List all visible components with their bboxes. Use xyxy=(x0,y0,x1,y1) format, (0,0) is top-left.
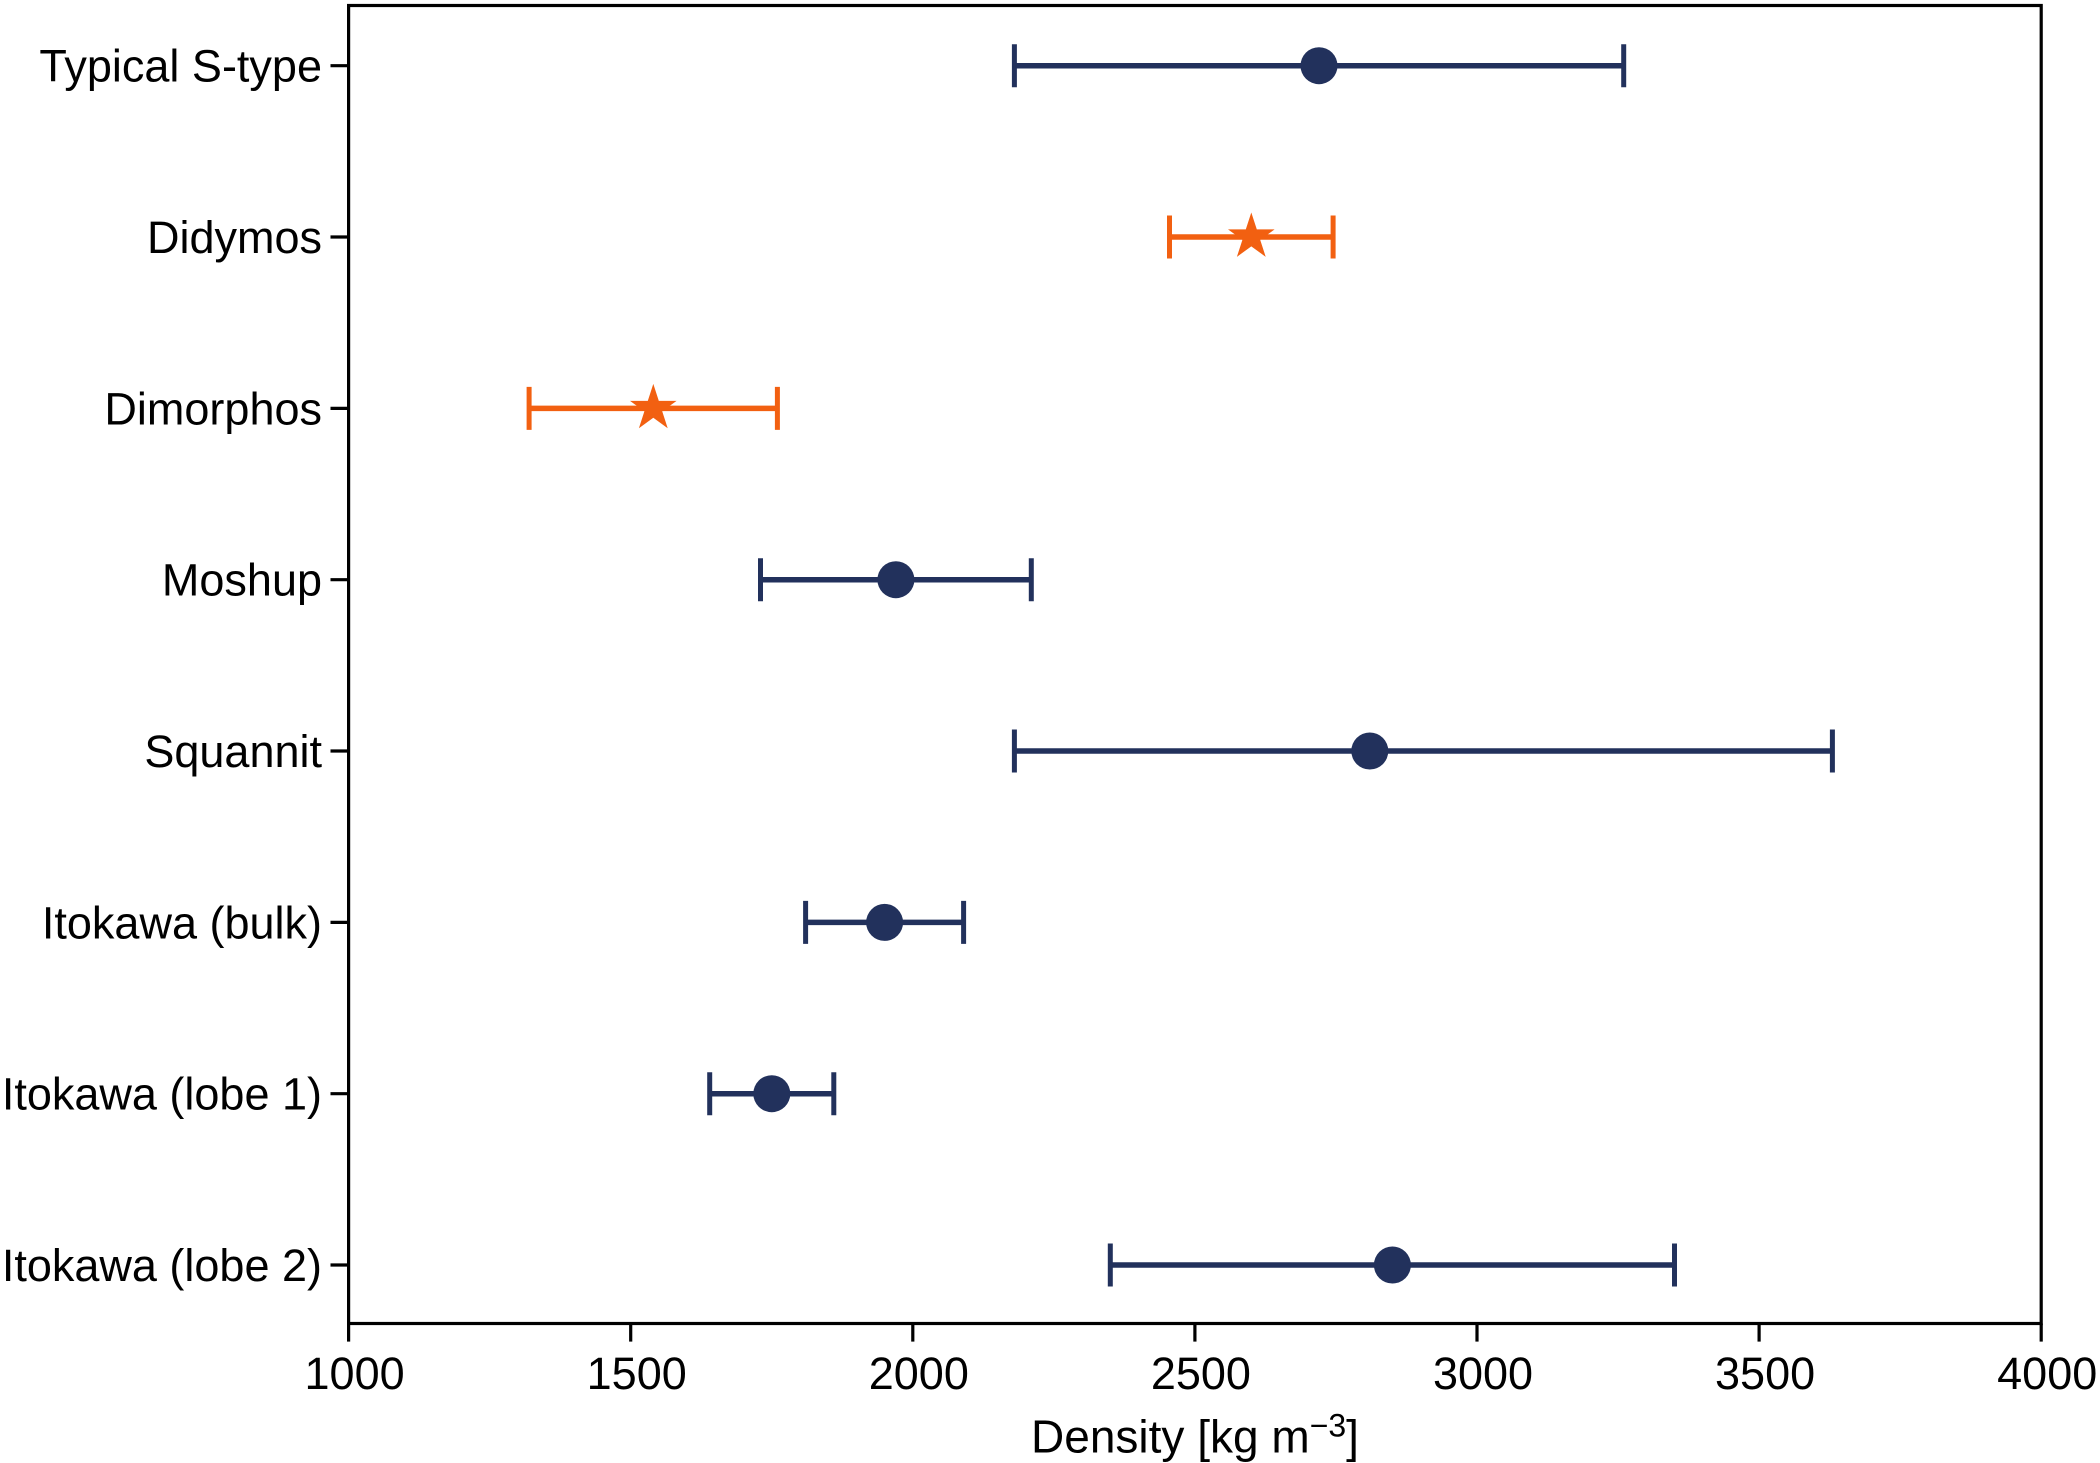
svg-text:Didymos: Didymos xyxy=(147,212,322,263)
svg-text:Squannit: Squannit xyxy=(144,726,322,777)
svg-text:Dimorphos: Dimorphos xyxy=(104,383,322,434)
svg-text:1500: 1500 xyxy=(587,1348,687,1399)
svg-text:2500: 2500 xyxy=(1151,1348,1251,1399)
svg-text:2000: 2000 xyxy=(869,1348,969,1399)
svg-text:Itokawa (lobe 2): Itokawa (lobe 2) xyxy=(2,1240,322,1291)
svg-text:4000: 4000 xyxy=(1997,1348,2097,1399)
svg-text:Moshup: Moshup xyxy=(162,555,322,606)
svg-text:Itokawa (bulk): Itokawa (bulk) xyxy=(42,897,322,948)
svg-text:Itokawa (lobe 1): Itokawa (lobe 1) xyxy=(2,1069,322,1120)
svg-text:3500: 3500 xyxy=(1715,1348,1815,1399)
svg-text:Typical S-type: Typical S-type xyxy=(39,41,322,92)
svg-text:Density [kg m−3]: Density [kg m−3] xyxy=(1031,1408,1359,1463)
svg-text:3000: 3000 xyxy=(1433,1348,1533,1399)
svg-text:1000: 1000 xyxy=(305,1348,405,1399)
